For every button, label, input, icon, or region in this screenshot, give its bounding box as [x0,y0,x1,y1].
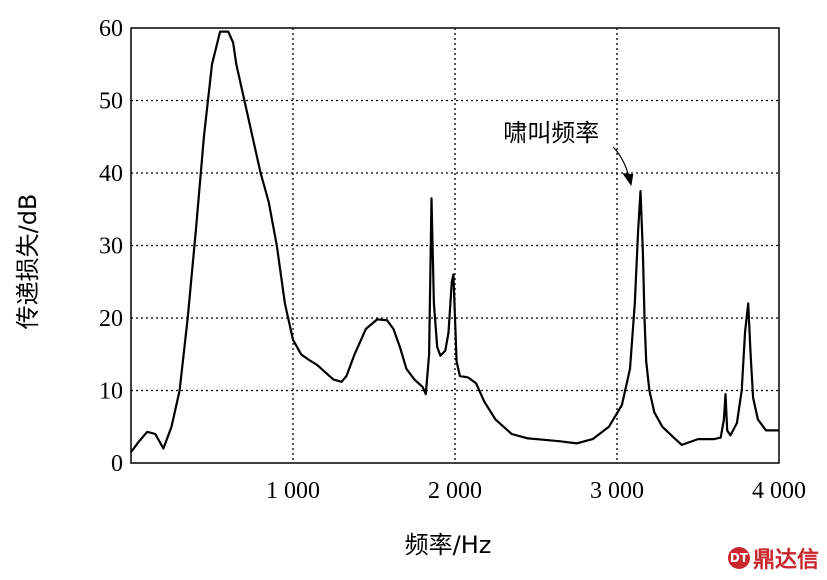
y-tick-label: 0 [111,451,123,477]
annotation: 啸叫频率 [503,119,634,187]
y-tick-label: 20 [99,306,123,332]
annotation-arrowhead [622,173,634,187]
transmission-loss-line [130,30,779,453]
axis-ticks: 1 000 2 000 3 000 4 000 0 10 20 30 40 50 60 [99,16,806,504]
plot-frame [130,27,780,464]
x-axis-label: 频率/Hz [405,531,492,559]
watermark-logo: DT 鼎达信 [727,542,819,574]
y-tick-label: 40 [99,161,123,187]
x-tick-label: 2 000 [428,478,482,504]
annotation-label: 啸叫频率 [503,119,599,147]
watermark-badge: DT [727,547,750,569]
x-tick-label: 4 000 [752,478,806,504]
grid-lines [131,28,779,463]
y-tick-label: 60 [99,16,123,42]
x-tick-label: 1 000 [266,478,320,504]
y-tick-label: 50 [99,89,123,115]
x-tick-label: 3 000 [590,478,644,504]
y-axis-label: 传递损失/dB [14,194,42,330]
y-tick-label: 10 [99,379,123,405]
watermark-text: 鼎达信 [752,548,819,573]
y-tick-label: 30 [99,234,123,260]
